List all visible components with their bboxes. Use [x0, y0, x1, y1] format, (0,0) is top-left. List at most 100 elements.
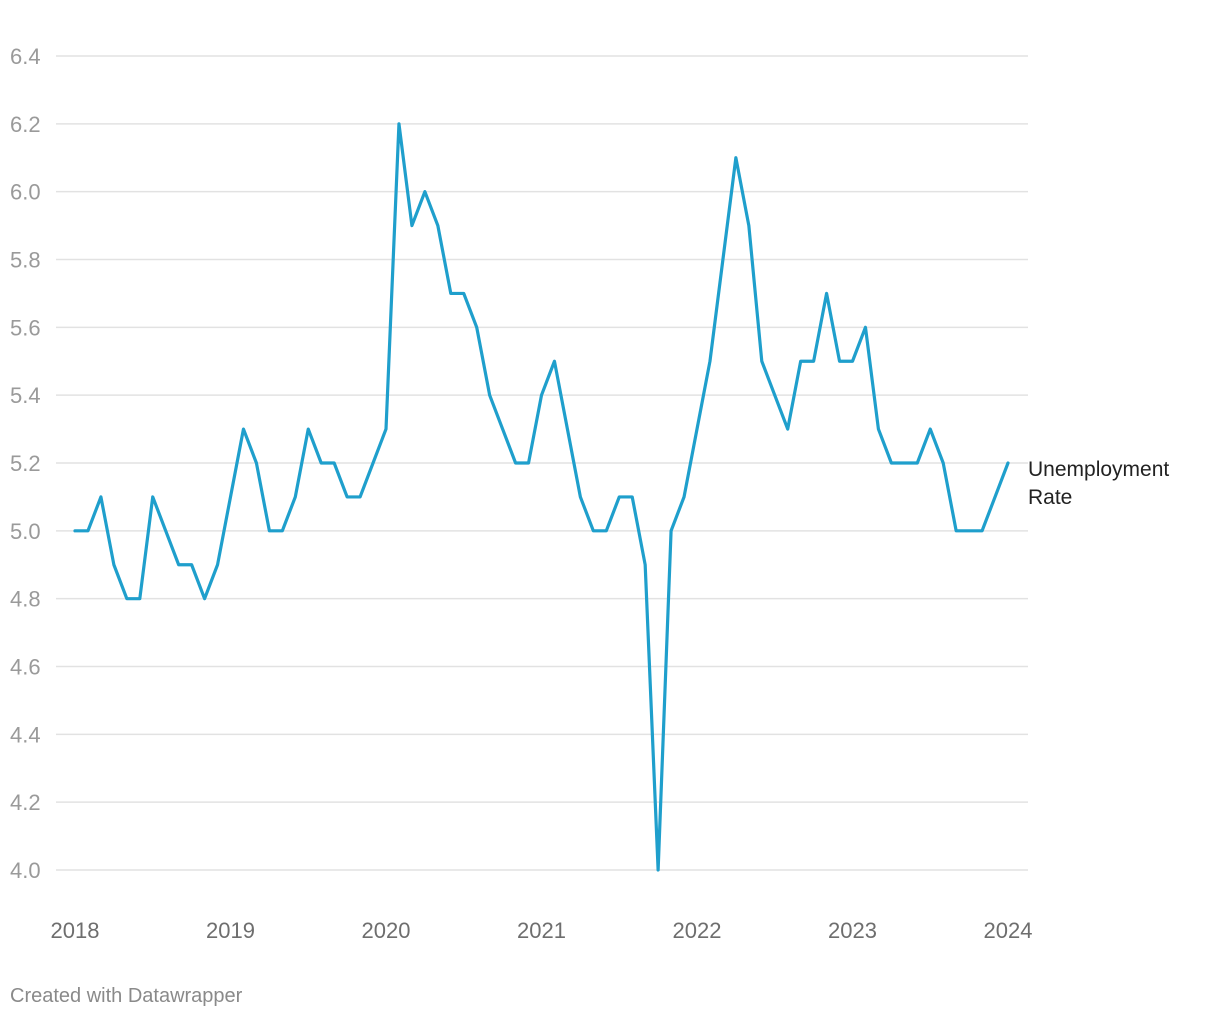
- data-point: [229, 496, 231, 498]
- x-tick-label: 2023: [828, 918, 877, 943]
- series-label: Unemployment Rate: [1028, 458, 1169, 509]
- data-point: [139, 597, 141, 599]
- data-point: [527, 462, 529, 464]
- series-label-line: Rate: [1028, 486, 1072, 509]
- data-point: [566, 428, 568, 430]
- data-point: [994, 496, 996, 498]
- data-point: [514, 462, 516, 464]
- data-point: [670, 530, 672, 532]
- data-point: [372, 462, 374, 464]
- data-point: [644, 564, 646, 566]
- data-point: [74, 530, 76, 532]
- data-point: [488, 394, 490, 396]
- data-point: [398, 123, 400, 125]
- data-point: [216, 564, 218, 566]
- data-point: [735, 157, 737, 159]
- data-point: [320, 462, 322, 464]
- y-tick-label: 5.4: [10, 383, 41, 408]
- data-point: [579, 496, 581, 498]
- data-point: [437, 224, 439, 226]
- data-point: [450, 292, 452, 294]
- data-point: [825, 292, 827, 294]
- data-point: [748, 224, 750, 226]
- data-point: [307, 428, 309, 430]
- series-layer: [73, 122, 1010, 872]
- data-point: [929, 428, 931, 430]
- data-point: [476, 326, 478, 328]
- data-point: [683, 496, 685, 498]
- data-point: [864, 326, 866, 328]
- data-point: [333, 462, 335, 464]
- data-point: [242, 428, 244, 430]
- x-tick-label: 2020: [362, 918, 411, 943]
- data-point: [268, 530, 270, 532]
- data-point: [385, 428, 387, 430]
- data-point: [942, 462, 944, 464]
- data-point: [411, 224, 413, 226]
- data-point: [774, 394, 776, 396]
- y-tick-label: 6.0: [10, 180, 41, 205]
- data-point: [346, 496, 348, 498]
- data-point: [877, 428, 879, 430]
- y-axis-tick-labels: 4.0 4.2 4.4 4.6 4.8 5.0 5.2 5.4 5.6 5.8 6.0 6.2 6.4: [10, 44, 41, 883]
- series-line-unemployment-rate: [73, 122, 1010, 872]
- data-point: [657, 869, 659, 871]
- data-point: [177, 564, 179, 566]
- data-point: [787, 428, 789, 430]
- gridlines: [56, 55, 1028, 871]
- data-point: [294, 496, 296, 498]
- data-point: [838, 360, 840, 362]
- data-point: [255, 462, 257, 464]
- data-point: [100, 496, 102, 498]
- y-tick-label: 5.2: [10, 451, 41, 476]
- y-tick-label: 5.0: [10, 519, 41, 544]
- y-tick-label: 4.4: [10, 722, 41, 747]
- y-tick-label: 5.6: [10, 315, 41, 340]
- data-point: [540, 394, 542, 396]
- data-point: [799, 360, 801, 362]
- y-tick-label: 4.8: [10, 587, 41, 612]
- data-point: [592, 530, 594, 532]
- data-point: [955, 530, 957, 532]
- y-tick-label: 6.2: [10, 112, 41, 137]
- x-tick-label: 2022: [673, 918, 722, 943]
- data-point: [851, 360, 853, 362]
- x-tick-label: 2024: [984, 918, 1033, 943]
- data-point: [709, 360, 711, 362]
- data-point: [126, 597, 128, 599]
- data-point: [152, 496, 154, 498]
- credit-text: Created with Datawrapper: [10, 985, 243, 1007]
- data-point: [501, 428, 503, 430]
- data-point: [359, 496, 361, 498]
- data-point: [890, 462, 892, 464]
- x-tick-label: 2018: [51, 918, 100, 943]
- data-point: [424, 190, 426, 192]
- y-tick-label: 4.0: [10, 858, 41, 883]
- data-point: [190, 564, 192, 566]
- data-point: [203, 597, 205, 599]
- data-point: [903, 462, 905, 464]
- data-point: [87, 530, 89, 532]
- data-point: [812, 360, 814, 362]
- data-point: [605, 530, 607, 532]
- data-point: [113, 564, 115, 566]
- data-point: [165, 530, 167, 532]
- data-point: [696, 428, 698, 430]
- data-point: [981, 530, 983, 532]
- data-point: [761, 360, 763, 362]
- x-tick-label: 2021: [517, 918, 566, 943]
- x-axis-tick-labels: 2018 2019 2020 2021 2022 2023 2024: [51, 918, 1033, 943]
- data-point: [553, 360, 555, 362]
- x-tick-label: 2019: [206, 918, 255, 943]
- data-point: [968, 530, 970, 532]
- data-point: [722, 258, 724, 260]
- y-tick-label: 4.2: [10, 790, 41, 815]
- data-point: [916, 462, 918, 464]
- y-tick-label: 4.6: [10, 655, 41, 680]
- data-point: [281, 530, 283, 532]
- data-point: [631, 496, 633, 498]
- data-point: [618, 496, 620, 498]
- series-label-line: Unemployment: [1028, 458, 1169, 481]
- y-tick-label: 6.4: [10, 44, 41, 69]
